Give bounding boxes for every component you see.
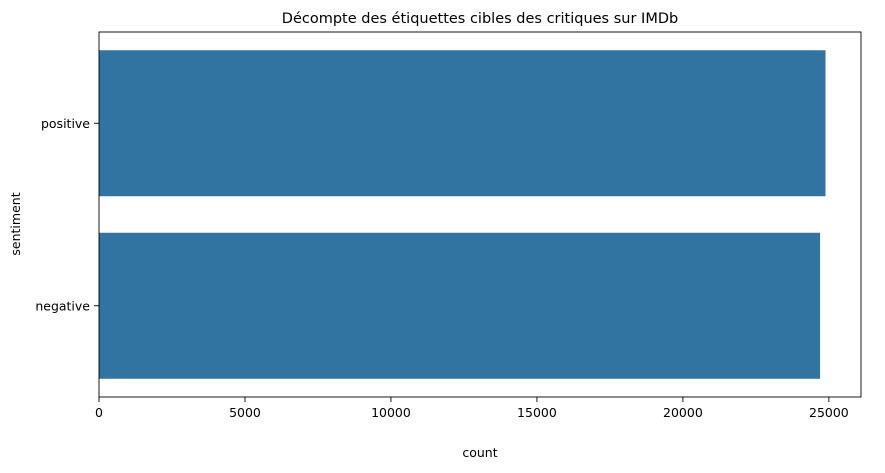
chart-title: Décompte des étiquettes cibles des criti…	[282, 11, 678, 27]
x-tick-label: 15000	[517, 405, 557, 420]
bar-negative	[99, 232, 821, 379]
x-tick-label: 20000	[663, 405, 703, 420]
plot-frame	[98, 31, 862, 398]
x-axis-ticks: 0 5000 10000 15000 20000 25000	[95, 397, 849, 420]
y-axis-label: sentiment	[8, 192, 23, 255]
x-tick-label: 10000	[371, 405, 411, 420]
y-axis-ticks: positive negative	[35, 116, 99, 313]
x-tick-label: 0	[95, 405, 103, 420]
x-tick-label: 5000	[229, 405, 261, 420]
bar-positive	[99, 50, 826, 197]
bars-group	[99, 50, 826, 379]
y-tick-label: negative	[35, 298, 90, 313]
y-tick-label: positive	[41, 116, 90, 131]
x-axis-label: count	[462, 445, 497, 460]
x-tick-label: 25000	[809, 405, 849, 420]
